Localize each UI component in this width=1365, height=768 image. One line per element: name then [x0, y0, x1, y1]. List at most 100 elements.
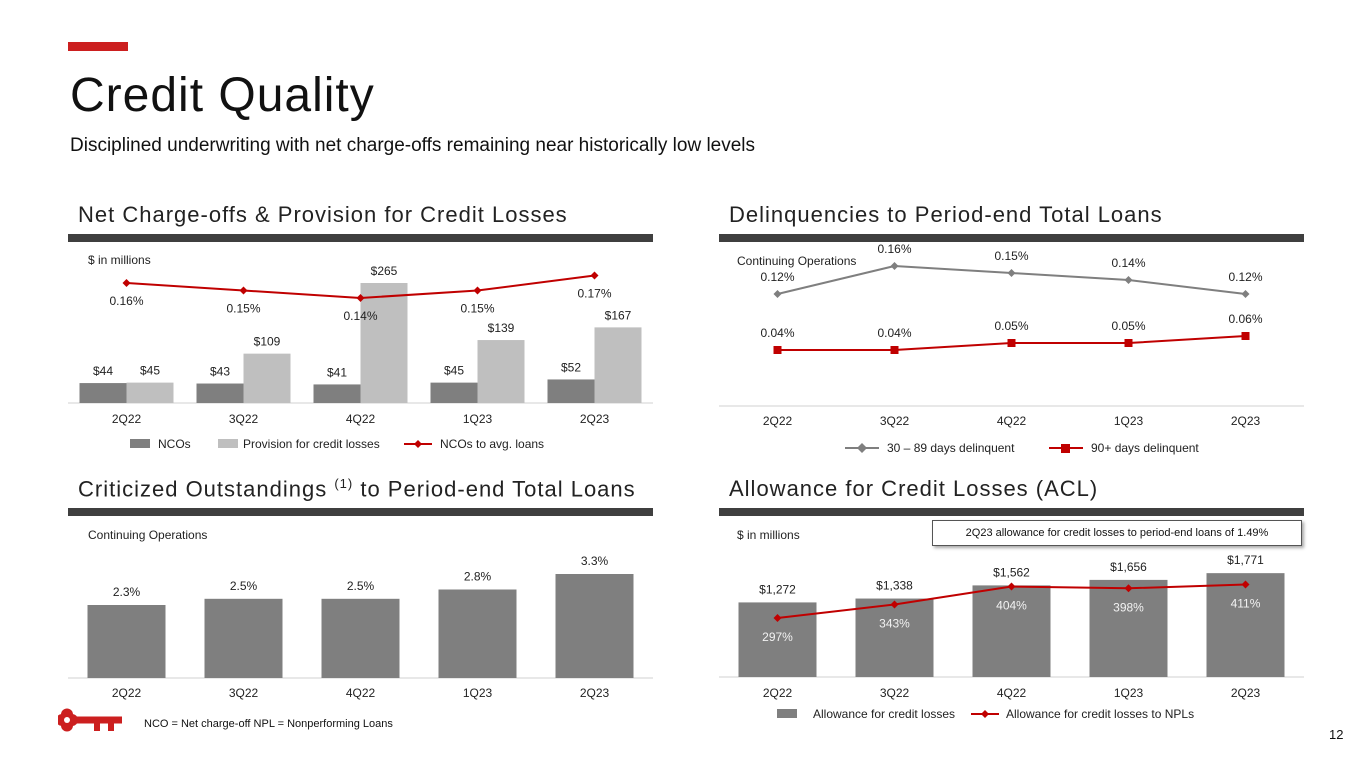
- bar-acl: [855, 598, 934, 677]
- x-tick-label: 2Q22: [112, 686, 142, 700]
- bar-value-label: $1,656: [1110, 560, 1147, 574]
- point-90plus: [1124, 339, 1133, 347]
- ratio-point: [590, 271, 599, 280]
- acl-npl-ratio-point: [1007, 582, 1016, 591]
- x-tick-label: 2Q23: [580, 686, 610, 700]
- legend-marker-90plus: [1061, 444, 1070, 453]
- bar-value-label: 2.5%: [230, 579, 258, 593]
- acl-npl-ratio-label: 343%: [879, 616, 910, 630]
- legend-label-provision: Provision for credit losses: [243, 437, 380, 451]
- bar-nco: [547, 379, 595, 403]
- bar-value-label: $139: [488, 321, 515, 335]
- section-title-nco: Net Charge-offs & Provision for Credit L…: [78, 202, 568, 227]
- x-tick-label: 4Q22: [346, 412, 376, 426]
- acl-npl-ratio-point: [1124, 584, 1133, 593]
- section-divider: [68, 508, 653, 517]
- bar-criticized: [321, 598, 400, 678]
- x-tick-label: 4Q22: [997, 414, 1027, 428]
- bar-criticized: [87, 605, 166, 678]
- ratio-value-label: 0.14%: [343, 309, 377, 323]
- bar-value-label: $1,338: [876, 579, 913, 593]
- legend-marker-30-89: [857, 443, 867, 453]
- bar-provision: [477, 340, 525, 403]
- bar-value-label: $167: [605, 308, 632, 322]
- point-30-89: [1007, 269, 1016, 277]
- bar-nco: [430, 382, 478, 403]
- x-tick-label: 4Q22: [997, 686, 1027, 700]
- value-label-90plus: 0.06%: [1228, 312, 1262, 326]
- acl-callout-box: 2Q23 allowance for credit losses to peri…: [932, 520, 1302, 546]
- chart-note: Continuing Operations: [88, 528, 207, 542]
- ratio-value-label: 0.15%: [226, 302, 260, 316]
- chart-note: Continuing Operations: [737, 254, 856, 268]
- section-divider: [68, 234, 653, 242]
- section-delinquencies: Delinquencies to Period-end Total Loans: [719, 202, 1304, 242]
- x-tick-label: 2Q23: [1231, 686, 1261, 700]
- acl-npl-ratio-label: 398%: [1113, 600, 1144, 614]
- section-title-criticized-rest: to Period-end Total Loans: [353, 476, 636, 502]
- legend-marker-ratio: [414, 440, 422, 448]
- bar-value-label: $45: [444, 364, 464, 378]
- section-divider: [719, 508, 1304, 516]
- x-tick-label: 2Q22: [112, 412, 142, 426]
- section-title-acl: Allowance for Credit Losses (ACL): [729, 476, 1099, 501]
- key-logo-icon: [58, 708, 122, 732]
- bar-value-label: 3.3%: [581, 554, 609, 568]
- x-tick-label: 3Q22: [880, 686, 910, 700]
- bar-provision: [243, 353, 291, 403]
- point-30-89: [773, 290, 782, 298]
- criticized-outstandings-chart: Continuing Operations 2.3% 2Q22 2.5% 3Q22 2.5…: [68, 528, 653, 700]
- value-label-30-89: 0.12%: [1228, 270, 1262, 284]
- value-label-30-89: 0.16%: [877, 242, 911, 256]
- bar-criticized: [555, 574, 634, 678]
- nco-provision-chart: $ in millions $44 $45 2Q22 $43 $109 3Q22 $41 $26…: [68, 253, 653, 451]
- section-title-delinquencies: Delinquencies to Period-end Total Loans: [729, 202, 1163, 227]
- legend-label-acl: Allowance for credit losses: [813, 707, 955, 721]
- point-30-89: [1124, 276, 1133, 284]
- acl-npl-ratio-point: [773, 614, 782, 622]
- bar-value-label: $43: [210, 365, 230, 379]
- bar-nco: [196, 383, 244, 403]
- bar-acl: [1206, 573, 1285, 677]
- delinquencies-chart: Continuing Operations 2Q22 3Q22 4Q22 1Q23 2Q2…: [719, 242, 1304, 455]
- ratio-value-label: 0.15%: [460, 302, 494, 316]
- x-tick-label: 2Q23: [1231, 414, 1261, 428]
- x-tick-label: 2Q23: [580, 412, 610, 426]
- page-title: Credit Quality: [70, 69, 375, 122]
- ratio-point: [356, 294, 365, 302]
- value-label-30-89: 0.14%: [1111, 256, 1145, 270]
- section-title-criticized: Criticized Outstandings (1) to Period-en…: [68, 476, 653, 502]
- acl-npl-ratio-label: 297%: [762, 630, 793, 644]
- point-30-89: [890, 262, 899, 270]
- x-tick-label: 2Q22: [763, 414, 793, 428]
- acl-npl-ratio-label: 404%: [996, 599, 1027, 613]
- legend-swatch-acl: [777, 709, 797, 718]
- x-tick-label: 3Q22: [880, 414, 910, 428]
- bar-value-label: 2.8%: [464, 570, 492, 584]
- footnote: NCO = Net charge-off NPL = Nonperforming…: [144, 718, 393, 730]
- bar-value-label: $45: [140, 364, 160, 378]
- ratio-point: [122, 279, 131, 287]
- legend-label-acl-npl: Allowance for credit losses to NPLs: [1006, 707, 1194, 721]
- x-tick-label: 1Q23: [1114, 686, 1144, 700]
- section-criticized: Criticized Outstandings (1) to Period-en…: [68, 476, 653, 517]
- x-tick-label: 1Q23: [463, 412, 493, 426]
- value-label-90plus: 0.05%: [1111, 319, 1145, 333]
- bar-value-label: 2.5%: [347, 579, 375, 593]
- point-30-89: [1241, 290, 1250, 298]
- bar-value-label: $1,562: [993, 565, 1030, 579]
- acl-npl-ratio-point: [1241, 580, 1250, 589]
- bar-value-label: 2.3%: [113, 585, 141, 599]
- bar-criticized: [438, 589, 517, 678]
- acl-npl-ratio-point: [890, 600, 899, 609]
- value-label-90plus: 0.04%: [760, 326, 794, 340]
- legend-swatch-provision: [218, 439, 238, 448]
- value-label-90plus: 0.04%: [877, 326, 911, 340]
- ratio-value-label: 0.17%: [577, 287, 611, 301]
- point-90plus: [773, 346, 782, 354]
- footnote-marker: (1): [334, 476, 354, 491]
- x-tick-label: 1Q23: [1114, 414, 1144, 428]
- bar-nco: [79, 383, 127, 403]
- x-tick-label: 3Q22: [229, 686, 259, 700]
- bar-provision: [126, 382, 174, 403]
